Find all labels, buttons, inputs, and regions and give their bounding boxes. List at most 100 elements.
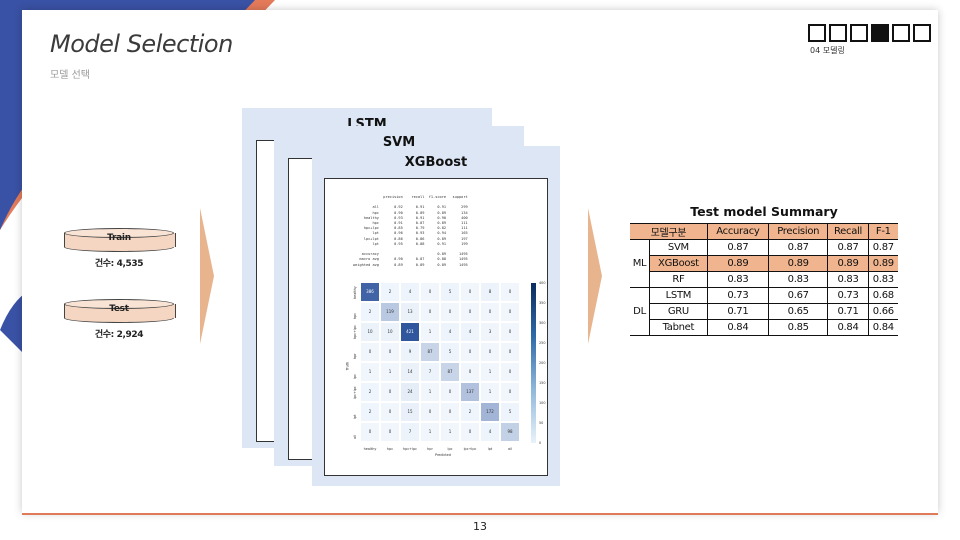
- heatmap-cell: 98: [501, 423, 519, 441]
- x-axis-title: Predicted: [435, 453, 451, 457]
- model-name: GRU: [649, 303, 708, 320]
- heatmap-cell: 0: [501, 283, 519, 301]
- heatmap-cell: 2: [381, 283, 399, 301]
- group-label: DL: [630, 287, 651, 336]
- col-header-precision: Precision: [768, 223, 829, 240]
- section-progress: [808, 24, 934, 42]
- heatmap-cell: 8: [481, 283, 499, 301]
- heatmap-cell: 1: [421, 423, 439, 441]
- heatmap-cell: 386: [361, 283, 379, 301]
- model-name: RF: [649, 271, 708, 288]
- heatmap-cell: 119: [381, 303, 399, 321]
- model-name: Tabnet: [649, 319, 708, 336]
- colorbar-tick: 300: [539, 321, 546, 325]
- heatmap-cell: 9: [401, 343, 419, 361]
- classification-report: precision recall f1-score support all 0.…: [353, 195, 468, 267]
- heatmap-cell: 7: [401, 423, 419, 441]
- table-row: XGBoost 0.89 0.89 0.89 0.89: [630, 255, 898, 272]
- heatmap-cell: 5: [441, 283, 459, 301]
- model-name: LSTM: [649, 287, 708, 304]
- y-tick-label: hpr: [353, 353, 357, 359]
- metric-recall: 0.89: [827, 255, 869, 272]
- heatmap-cell: 1: [441, 423, 459, 441]
- heatmap-cell: 87: [441, 363, 459, 381]
- colorbar-tick: 0: [539, 441, 542, 445]
- colorbar-tick: 200: [539, 361, 546, 365]
- heatmap-cell: 0: [361, 423, 379, 441]
- heatmap-cell: 0: [381, 403, 399, 421]
- heatmap-cell: 0: [441, 403, 459, 421]
- heatmap-cell: 0: [421, 403, 439, 421]
- metric-accuracy: 0.73: [707, 287, 770, 304]
- heatmap-cell: 10: [381, 323, 399, 341]
- metric-recall: 0.71: [827, 303, 869, 320]
- heatmap-cell: 4: [481, 423, 499, 441]
- y-tick-label: healthy: [353, 286, 357, 299]
- metric-f1: 0.84: [868, 319, 898, 336]
- group-label: ML: [630, 239, 651, 288]
- model-name: XGBoost: [649, 255, 708, 272]
- progress-box: [829, 24, 847, 42]
- table-row: GRU 0.71 0.65 0.71 0.66: [630, 303, 898, 320]
- heatmap-cell: 0: [361, 343, 379, 361]
- colorbar-tick: 400: [539, 281, 546, 285]
- y-tick-label: all: [353, 435, 357, 439]
- x-tick-label: hpc+lpc: [403, 447, 417, 451]
- heatmap-cell: 2: [361, 303, 379, 321]
- metric-precision: 0.87: [768, 239, 829, 256]
- x-tick-label: lpt: [487, 447, 493, 451]
- metric-f1: 0.83: [868, 271, 898, 288]
- progress-box-active: [871, 24, 889, 42]
- heatmap-cell: 2: [361, 403, 379, 421]
- page-number: 13: [473, 520, 487, 533]
- progress-box: [850, 24, 868, 42]
- heatmap-cell: 0: [501, 323, 519, 341]
- y-tick-label: hpc: [353, 312, 357, 319]
- table-row: ML SVM 0.87 0.87 0.87 0.87: [630, 239, 898, 288]
- heatmap-cell: 0: [381, 343, 399, 361]
- heatmap-cell: 5: [501, 403, 519, 421]
- x-tick-label: hpr: [427, 447, 433, 451]
- train-dataset: Train: [64, 228, 176, 252]
- heatmap-cell: 10: [361, 323, 379, 341]
- flow-arrow: [588, 208, 602, 344]
- y-axis-title: Truth: [345, 361, 350, 371]
- heatmap-cell: 0: [501, 383, 519, 401]
- heatmap-cell: 0: [441, 303, 459, 321]
- xgboost-result-panel: precision recall f1-score support all 0.…: [324, 178, 548, 476]
- metric-recall: 0.87: [827, 239, 869, 256]
- metric-precision: 0.67: [768, 287, 829, 304]
- model-card-xgboost: XGBoost precision recall f1-score suppor…: [312, 146, 560, 486]
- flow-arrow: [200, 208, 214, 344]
- heatmap-cell: 4: [461, 323, 479, 341]
- model-name: SVM: [649, 239, 708, 256]
- y-tick-label: lpt: [353, 414, 357, 419]
- heatmap-cell: 7: [421, 363, 439, 381]
- heatmap-cell: 87: [421, 343, 439, 361]
- metric-precision: 0.83: [768, 271, 829, 288]
- metric-precision: 0.85: [768, 319, 829, 336]
- col-header-recall: Recall: [827, 223, 869, 240]
- heatmap-cell: 14: [401, 363, 419, 381]
- heatmap-cell: 0: [461, 343, 479, 361]
- heatmap-cell: 5: [441, 343, 459, 361]
- metric-f1: 0.66: [868, 303, 898, 320]
- heatmap-cell: 0: [381, 383, 399, 401]
- confusion-matrix: 386 2 4 0 5 0 8 0 2 119 13 0 0 0 0 0 10 10 421 1 4 4 3 0 0 0 9 87 5 0…: [361, 283, 523, 443]
- table-row: RF 0.83 0.83 0.83 0.83: [630, 271, 898, 288]
- heatmap-cell: 2: [461, 403, 479, 421]
- section-label: 04 모델링: [810, 46, 845, 55]
- heatmap-cell: 0: [461, 283, 479, 301]
- heatmap-cell: 137: [461, 383, 479, 401]
- colorbar-tick: 350: [539, 301, 546, 305]
- col-header-f1: F-1: [868, 223, 898, 240]
- x-tick-label: lpc: [447, 447, 453, 451]
- heatmap-cell: 1: [421, 323, 439, 341]
- summary-title: Test model Summary: [690, 204, 838, 219]
- test-dataset-label: Test: [109, 304, 129, 314]
- colorbar: [531, 283, 536, 443]
- y-tick-label: lpc: [353, 374, 357, 379]
- col-header-accuracy: Accuracy: [707, 223, 770, 240]
- y-tick-label: lpc+lpc: [353, 386, 357, 399]
- metric-accuracy: 0.89: [707, 255, 770, 272]
